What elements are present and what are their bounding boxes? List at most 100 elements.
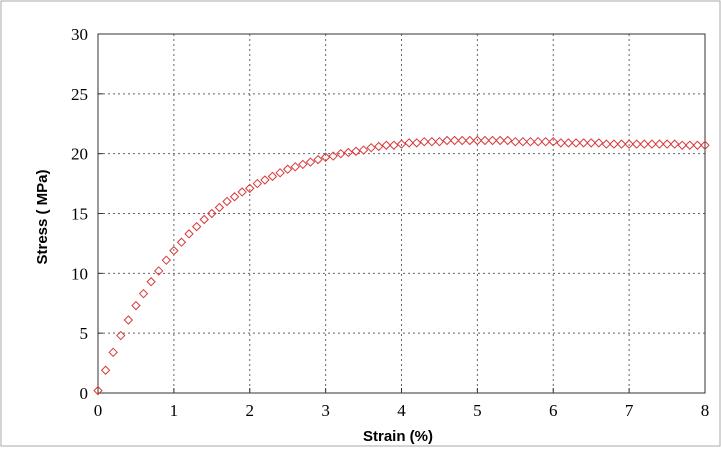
data-point	[700, 140, 710, 150]
data-point	[518, 136, 528, 147]
data-point	[374, 141, 384, 152]
data-point	[146, 277, 156, 287]
data-point	[184, 229, 194, 239]
data-point	[669, 139, 680, 149]
x-tick-label: 0	[94, 401, 103, 420]
x-tick-label: 4	[397, 401, 406, 420]
data-point	[176, 237, 187, 247]
data-point	[245, 183, 255, 194]
data-point	[571, 138, 581, 148]
data-point	[116, 330, 126, 341]
data-point	[692, 140, 703, 150]
data-point	[260, 175, 270, 185]
y-tick-label: 10	[71, 264, 88, 283]
data-point	[313, 154, 323, 165]
x-tick-label: 5	[473, 401, 482, 420]
data-point	[252, 178, 263, 189]
x-tick-label: 1	[170, 401, 179, 420]
data-point	[533, 136, 543, 147]
data-point	[328, 151, 338, 161]
y-tick-labels: 0 5 10 15 20 25 30	[71, 25, 88, 403]
data-point	[320, 152, 331, 162]
y-axis-label: Stress ( MPa)	[34, 169, 51, 264]
data-point	[214, 202, 225, 213]
data-point	[472, 135, 483, 146]
data-point	[153, 266, 164, 276]
data-point	[594, 138, 604, 148]
data-point	[108, 347, 118, 358]
x-tick-label: 2	[246, 401, 255, 420]
data-point	[540, 136, 551, 147]
plot-area-border	[97, 33, 706, 394]
data-point	[419, 136, 429, 147]
data-point	[207, 208, 217, 219]
x-tick-label: 3	[321, 401, 330, 420]
data-point	[503, 135, 513, 146]
data-point	[282, 164, 293, 174]
grid-lines	[98, 34, 705, 393]
data-point	[510, 136, 521, 147]
data-point	[449, 135, 460, 146]
data-point	[199, 214, 209, 225]
y-tick-label: 25	[71, 85, 88, 104]
data-point	[138, 288, 149, 299]
x-tick-label: 7	[625, 401, 634, 420]
data-point	[632, 139, 642, 149]
data-point	[396, 139, 407, 149]
x-axis-label: Strain (%)	[363, 428, 433, 445]
data-point	[161, 255, 171, 265]
data-point	[525, 136, 536, 147]
axes	[97, 33, 706, 394]
data-point	[389, 140, 399, 150]
x-tick-label: 6	[549, 401, 558, 420]
data-points	[93, 135, 710, 396]
data-point	[336, 148, 346, 159]
y-tick-label: 15	[71, 205, 88, 224]
data-point	[131, 300, 141, 311]
data-point	[93, 385, 103, 396]
data-point	[601, 139, 612, 149]
data-point	[434, 136, 445, 147]
data-point	[578, 138, 589, 148]
data-point	[662, 139, 672, 149]
y-tick-label: 20	[71, 145, 88, 164]
data-point	[351, 146, 361, 156]
data-point	[465, 135, 475, 146]
y-tick-label: 0	[80, 384, 89, 403]
x-tick-labels: 0 1 2 3 4 5 6 7 8	[94, 401, 710, 420]
data-point	[647, 139, 657, 149]
data-point	[222, 196, 232, 207]
data-point	[305, 157, 316, 167]
data-point	[404, 138, 414, 148]
data-point	[639, 139, 650, 149]
data-point	[556, 138, 566, 148]
data-point	[229, 192, 240, 202]
data-point	[586, 138, 596, 148]
data-point	[237, 187, 247, 197]
data-point	[487, 135, 498, 146]
data-point	[480, 135, 490, 146]
x-tick-label: 8	[701, 401, 710, 420]
data-point	[563, 138, 574, 148]
data-point	[427, 136, 437, 147]
data-point	[495, 135, 505, 146]
data-point	[191, 221, 202, 232]
data-point	[298, 159, 308, 170]
data-point	[100, 365, 111, 375]
data-point	[457, 135, 467, 146]
data-point	[685, 140, 695, 150]
data-point	[609, 139, 619, 149]
data-point	[290, 162, 300, 172]
data-point	[624, 139, 634, 149]
data-point	[358, 145, 369, 155]
data-point	[548, 136, 558, 147]
data-point	[654, 139, 665, 149]
data-point	[275, 168, 285, 178]
data-point	[677, 140, 687, 150]
data-point	[381, 140, 392, 150]
data-point	[169, 245, 179, 256]
data-point	[343, 147, 354, 158]
data-point	[616, 139, 627, 149]
